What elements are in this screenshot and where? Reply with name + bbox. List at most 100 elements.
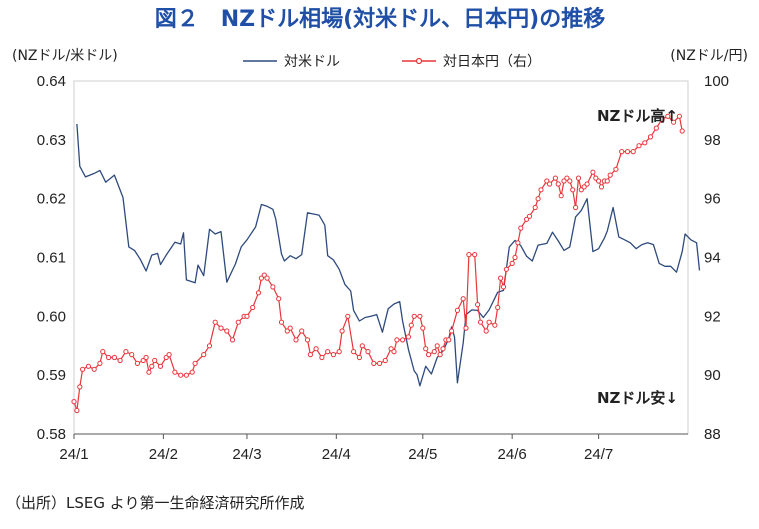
series-point-jpy xyxy=(71,399,77,405)
right-axis-ticks: 100 98 96 94 92 90 88 xyxy=(704,73,729,443)
left-tick-label: 0.60 xyxy=(37,308,66,325)
x-tick-label: 24/1 xyxy=(59,446,88,463)
series-point-jpy xyxy=(676,113,683,119)
annotation-nzd-down: NZドル安↓ xyxy=(597,389,678,407)
series-point-jpy xyxy=(518,225,524,231)
series-point-jpy xyxy=(509,260,515,266)
series-point-jpy xyxy=(466,252,472,258)
series-point-jpy xyxy=(515,240,521,246)
series-point-jpy xyxy=(492,322,498,328)
series-point-jpy xyxy=(561,178,567,184)
series-point-jpy xyxy=(512,254,518,261)
series-point-jpy xyxy=(400,337,406,343)
series-line-usd xyxy=(76,123,701,387)
series-point-jpy xyxy=(567,178,573,184)
series-point-jpy xyxy=(304,337,311,343)
series-point-jpy xyxy=(229,337,236,343)
series-point-jpy xyxy=(598,184,605,190)
series-point-jpy xyxy=(405,334,411,340)
series-point-jpy xyxy=(423,346,429,352)
series-point-jpy xyxy=(584,181,590,187)
series-point-jpy xyxy=(573,204,579,211)
x-tick-label: 24/4 xyxy=(322,446,351,463)
series-point-jpy xyxy=(547,181,553,187)
series-point-jpy xyxy=(77,384,83,390)
series-point-jpy xyxy=(313,346,319,352)
series-point-jpy xyxy=(270,284,276,290)
series-point-jpy xyxy=(636,143,642,149)
series-point-jpy xyxy=(287,325,293,331)
x-tick-label: 24/3 xyxy=(232,446,261,463)
series-point-jpy xyxy=(276,296,282,302)
x-tick-label: 24/5 xyxy=(408,446,437,463)
series-point-jpy xyxy=(408,322,414,328)
right-tick-label: 88 xyxy=(704,426,721,443)
series-point-jpy xyxy=(394,337,400,343)
series-point-jpy xyxy=(544,178,550,184)
series-point-jpy xyxy=(111,354,118,361)
right-tick-label: 96 xyxy=(704,191,721,208)
series-point-jpy xyxy=(659,116,665,122)
series-point-jpy xyxy=(365,349,371,355)
series-point-jpy xyxy=(526,213,533,219)
series-point-jpy xyxy=(97,360,103,366)
series-point-jpy xyxy=(613,166,619,172)
right-tick-label: 94 xyxy=(704,250,721,267)
series-point-jpy xyxy=(619,149,625,155)
series-point-jpy xyxy=(486,319,492,325)
legend-marker-jpy xyxy=(415,57,423,65)
series-point-jpy xyxy=(377,360,383,366)
series-point-jpy xyxy=(319,354,325,361)
series-point-jpy xyxy=(434,343,440,349)
series-layer xyxy=(71,113,701,414)
series-point-jpy xyxy=(642,140,648,146)
left-axis-unit: (NZドル/米ドル) xyxy=(12,48,118,64)
series-point-jpy xyxy=(411,313,417,319)
left-tick-label: 0.61 xyxy=(37,250,66,267)
left-tick-label: 0.63 xyxy=(37,132,66,149)
series-point-jpy xyxy=(129,352,135,358)
series-point-jpy xyxy=(460,296,466,302)
series-point-jpy xyxy=(356,354,362,361)
series-point-jpy xyxy=(532,204,538,211)
series-point-jpy xyxy=(552,175,559,181)
legend-label-usd: 対米ドル xyxy=(284,54,340,70)
series-point-jpy xyxy=(278,319,285,325)
series-point-jpy xyxy=(299,328,305,334)
chart-title: 図２ NZドル相場(対米ドル、日本円)の推移 xyxy=(155,6,605,32)
series-point-jpy xyxy=(244,313,250,319)
series-point-jpy xyxy=(437,352,443,358)
series-point-jpy xyxy=(258,275,264,281)
series-line-jpy xyxy=(73,115,683,412)
series-point-jpy xyxy=(91,366,97,372)
series-point-jpy xyxy=(498,275,504,281)
series-point-jpy xyxy=(420,325,426,331)
x-axis-ticks: 24/1 24/2 24/3 24/4 24/5 24/6 24/7 xyxy=(59,434,613,463)
legend: 対米ドル 対日本円（右） xyxy=(243,54,541,70)
x-tick-label: 24/6 xyxy=(498,446,527,463)
series-point-jpy xyxy=(431,349,437,355)
series-point-jpy xyxy=(284,328,290,334)
x-tick-label: 24/7 xyxy=(584,446,613,463)
legend-label-jpy: 対日本円（右） xyxy=(443,54,541,70)
series-point-jpy xyxy=(671,119,677,125)
series-point-jpy xyxy=(440,346,446,352)
series-point-jpy xyxy=(446,337,452,343)
series-point-jpy xyxy=(371,360,377,366)
series-point-jpy xyxy=(189,369,195,375)
annotation-nzd-up: NZドル高↑ xyxy=(597,107,678,125)
series-point-jpy xyxy=(250,304,256,311)
series-point-jpy xyxy=(475,302,481,308)
series-point-jpy xyxy=(146,369,152,375)
x-tick-label: 24/2 xyxy=(149,446,178,463)
series-point-jpy xyxy=(157,363,164,369)
series-point-jpy xyxy=(134,360,140,366)
series-point-jpy xyxy=(653,125,659,131)
right-tick-label: 90 xyxy=(704,367,721,384)
series-point-jpy xyxy=(218,325,224,331)
series-point-jpy xyxy=(503,266,509,272)
series-point-jpy xyxy=(325,349,331,355)
series-point-jpy xyxy=(330,352,336,358)
left-tick-label: 0.59 xyxy=(37,367,66,384)
series-point-jpy xyxy=(382,357,388,364)
